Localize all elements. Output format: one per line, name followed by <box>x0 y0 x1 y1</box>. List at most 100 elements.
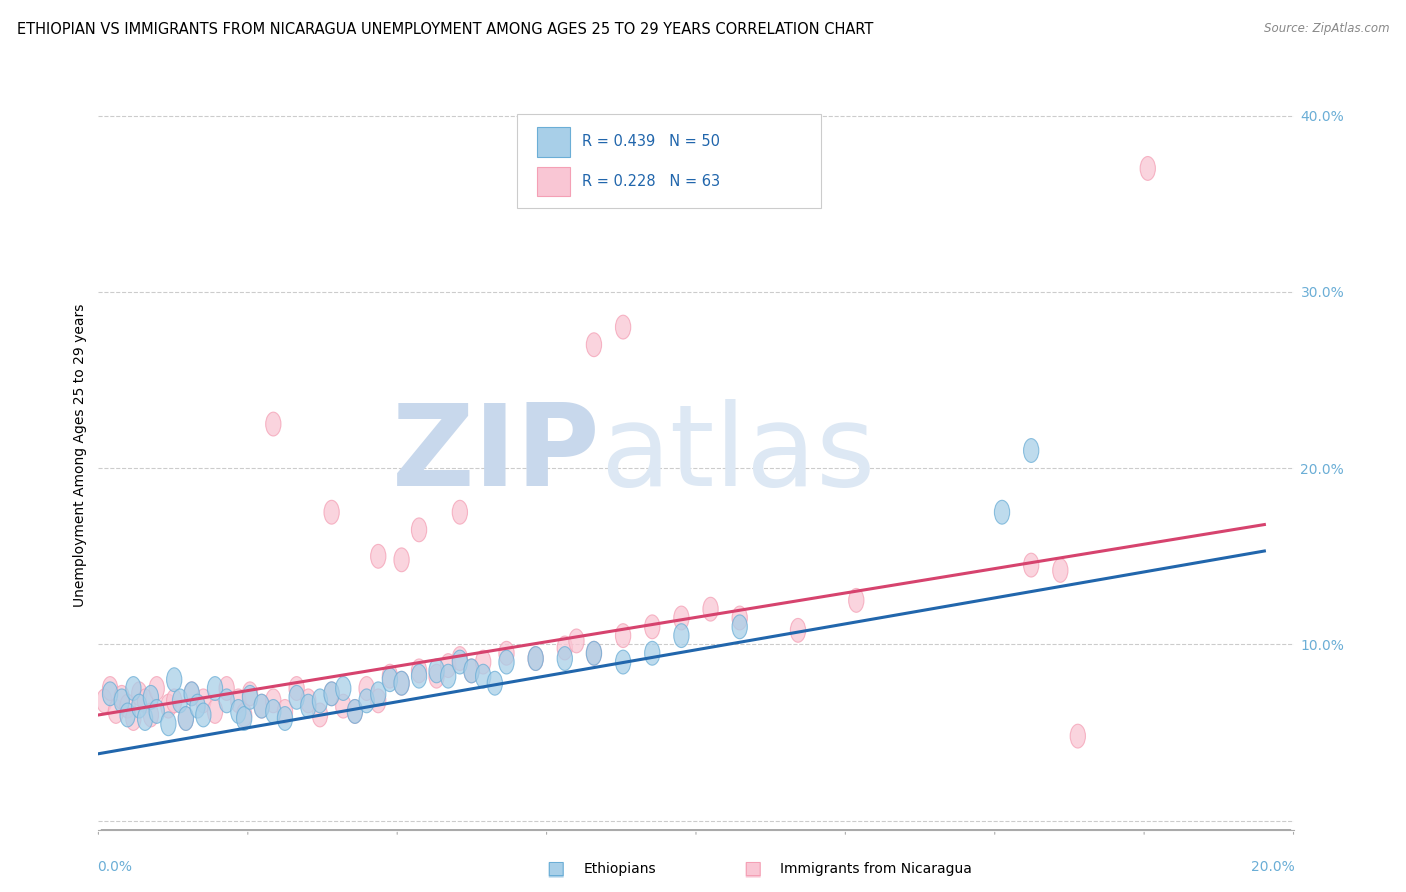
Y-axis label: Unemployment Among Ages 25 to 29 years: Unemployment Among Ages 25 to 29 years <box>73 303 87 607</box>
Ellipse shape <box>412 665 426 688</box>
Ellipse shape <box>429 665 444 688</box>
Text: atlas: atlas <box>600 400 876 510</box>
Ellipse shape <box>160 712 176 736</box>
Ellipse shape <box>132 694 146 718</box>
Ellipse shape <box>195 703 211 727</box>
Ellipse shape <box>236 703 252 727</box>
Text: □: □ <box>742 859 762 879</box>
Ellipse shape <box>254 694 270 718</box>
Ellipse shape <box>616 624 631 648</box>
Text: ZIP: ZIP <box>392 400 600 510</box>
Ellipse shape <box>149 699 165 723</box>
Ellipse shape <box>108 699 124 723</box>
Ellipse shape <box>644 615 659 639</box>
Text: ■: ■ <box>742 859 762 879</box>
Ellipse shape <box>160 694 176 718</box>
Ellipse shape <box>1024 439 1039 462</box>
Ellipse shape <box>475 650 491 674</box>
Ellipse shape <box>143 685 159 709</box>
Ellipse shape <box>644 641 659 665</box>
Ellipse shape <box>184 681 200 706</box>
Ellipse shape <box>195 689 211 713</box>
Text: ETHIOPIAN VS IMMIGRANTS FROM NICARAGUA UNEMPLOYMENT AMONG AGES 25 TO 29 YEARS CO: ETHIOPIAN VS IMMIGRANTS FROM NICARAGUA U… <box>17 22 873 37</box>
Ellipse shape <box>488 672 502 695</box>
Ellipse shape <box>173 689 187 713</box>
Ellipse shape <box>138 689 153 713</box>
Ellipse shape <box>323 500 339 524</box>
Ellipse shape <box>166 689 181 713</box>
Ellipse shape <box>464 659 479 682</box>
FancyBboxPatch shape <box>537 127 571 157</box>
Ellipse shape <box>382 665 398 688</box>
Ellipse shape <box>453 647 467 671</box>
Ellipse shape <box>394 548 409 572</box>
Text: 0.0%: 0.0% <box>97 860 132 873</box>
Ellipse shape <box>132 681 146 706</box>
Ellipse shape <box>347 699 363 723</box>
Ellipse shape <box>1070 724 1085 748</box>
Ellipse shape <box>301 689 316 713</box>
Ellipse shape <box>790 618 806 642</box>
Ellipse shape <box>219 677 235 700</box>
Ellipse shape <box>733 606 748 630</box>
Ellipse shape <box>312 703 328 727</box>
Ellipse shape <box>994 500 1010 524</box>
Ellipse shape <box>475 665 491 688</box>
Ellipse shape <box>849 589 863 612</box>
Ellipse shape <box>371 681 385 706</box>
Ellipse shape <box>219 689 235 713</box>
Ellipse shape <box>412 518 426 541</box>
Ellipse shape <box>586 641 602 665</box>
Ellipse shape <box>277 706 292 731</box>
Ellipse shape <box>114 689 129 713</box>
Ellipse shape <box>190 694 205 718</box>
Ellipse shape <box>371 689 385 713</box>
Ellipse shape <box>290 677 304 700</box>
Ellipse shape <box>586 333 602 357</box>
Ellipse shape <box>208 677 222 700</box>
Ellipse shape <box>103 677 118 700</box>
Ellipse shape <box>149 677 165 700</box>
Ellipse shape <box>382 668 398 691</box>
Ellipse shape <box>143 703 159 727</box>
Ellipse shape <box>179 706 194 731</box>
Text: 20.0%: 20.0% <box>1251 860 1295 873</box>
Text: R = 0.439   N = 50: R = 0.439 N = 50 <box>582 135 720 149</box>
Ellipse shape <box>290 685 304 709</box>
Ellipse shape <box>231 699 246 723</box>
Ellipse shape <box>499 650 515 674</box>
Text: ■: ■ <box>546 859 565 879</box>
Ellipse shape <box>103 681 118 706</box>
Ellipse shape <box>412 659 426 682</box>
Ellipse shape <box>242 685 257 709</box>
Ellipse shape <box>125 706 141 731</box>
Text: □: □ <box>546 859 565 879</box>
Ellipse shape <box>557 647 572 671</box>
Ellipse shape <box>231 689 246 713</box>
Ellipse shape <box>138 706 153 731</box>
Ellipse shape <box>179 706 194 731</box>
Ellipse shape <box>499 641 515 665</box>
Ellipse shape <box>254 694 270 718</box>
Ellipse shape <box>1053 558 1069 582</box>
Ellipse shape <box>347 699 363 723</box>
Ellipse shape <box>312 689 328 713</box>
Ellipse shape <box>557 636 572 660</box>
Ellipse shape <box>586 641 602 665</box>
Ellipse shape <box>166 668 181 691</box>
Ellipse shape <box>703 598 718 621</box>
Ellipse shape <box>529 647 543 671</box>
Ellipse shape <box>733 615 748 639</box>
Ellipse shape <box>208 699 222 723</box>
Ellipse shape <box>266 689 281 713</box>
Text: Source: ZipAtlas.com: Source: ZipAtlas.com <box>1264 22 1389 36</box>
Ellipse shape <box>1024 553 1039 577</box>
Ellipse shape <box>301 694 316 718</box>
Ellipse shape <box>394 672 409 695</box>
Ellipse shape <box>371 544 385 568</box>
Text: Immigrants from Nicaragua: Immigrants from Nicaragua <box>780 862 972 876</box>
Ellipse shape <box>184 681 200 706</box>
Text: R = 0.228   N = 63: R = 0.228 N = 63 <box>582 174 720 189</box>
Ellipse shape <box>277 699 292 723</box>
Ellipse shape <box>266 412 281 436</box>
